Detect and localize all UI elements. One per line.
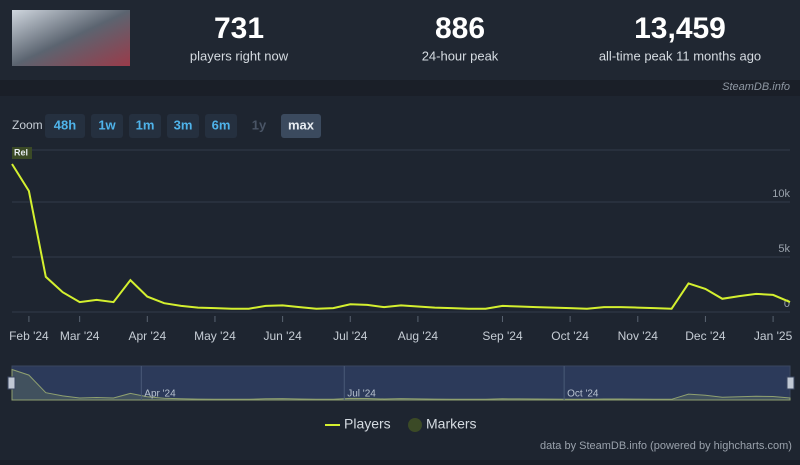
credit: data by SteamDB.info (powered by highcha… <box>540 440 792 452</box>
game-thumbnail <box>12 10 130 66</box>
zoom-button-label: 1y <box>252 117 267 132</box>
navigator-handle[interactable] <box>7 376 16 390</box>
x-tick-label: Nov '24 <box>618 329 659 343</box>
x-tick-label: Jun '24 <box>263 329 302 343</box>
series-line <box>11 163 791 310</box>
legend-label[interactable]: Players <box>344 416 391 432</box>
header <box>0 0 800 80</box>
zoom-label: Zoom <box>12 118 43 132</box>
x-tick-label: Jan '25 <box>754 329 793 343</box>
zoom-button[interactable] <box>129 114 161 138</box>
x-tick-label: Oct '24 <box>551 329 589 343</box>
zoom-button-label[interactable]: 6m <box>212 117 231 132</box>
navigator-label: Oct '24 <box>567 389 599 400</box>
legend-swatch <box>408 418 422 432</box>
navigator-label: Apr '24 <box>144 389 176 400</box>
x-tick-label: Mar '24 <box>60 329 100 343</box>
y-tick-label: 0 <box>784 298 790 310</box>
marker-flag-label: Rel <box>14 147 28 157</box>
navigator-area <box>11 368 791 401</box>
x-tick-label: Jul '24 <box>333 329 368 343</box>
x-tick-label: Feb '24 <box>9 329 49 343</box>
stat-label: 24-hour peak <box>422 48 499 63</box>
x-tick-label: Apr '24 <box>128 329 166 343</box>
stat-value: 886 <box>435 12 485 45</box>
zoom-button-label[interactable]: 1m <box>136 117 155 132</box>
zoom-button[interactable] <box>91 114 123 138</box>
zoom-button[interactable] <box>281 114 321 138</box>
chart-panel <box>0 96 800 460</box>
x-tick-label: Dec '24 <box>685 329 726 343</box>
stat-label: players right now <box>190 48 289 63</box>
stat-value: 731 <box>214 12 264 45</box>
zoom-button-label[interactable]: 3m <box>174 117 193 132</box>
zoom-button-label[interactable]: 48h <box>54 117 76 132</box>
zoom-button[interactable] <box>167 114 199 138</box>
navigator-label: Jul '24 <box>347 389 376 400</box>
x-tick-label: May '24 <box>194 329 236 343</box>
stat-label: all-time peak 11 months ago <box>599 48 761 63</box>
zoom-button-label[interactable]: 1w <box>98 117 116 132</box>
zoom-button-label[interactable]: max <box>288 117 315 132</box>
brand: SteamDB.info <box>722 81 790 93</box>
marker-flag <box>12 147 32 159</box>
zoom-button[interactable] <box>205 114 237 138</box>
y-tick-label: 5k <box>778 243 790 255</box>
navigator-handle[interactable] <box>786 376 795 390</box>
x-tick-label: Aug '24 <box>398 329 439 343</box>
legend-label[interactable]: Markers <box>426 416 477 432</box>
stat-value: 13,459 <box>634 12 726 45</box>
y-tick-label: 10k <box>772 188 790 200</box>
x-tick-label: Sep '24 <box>482 329 523 343</box>
zoom-button[interactable] <box>45 114 85 138</box>
